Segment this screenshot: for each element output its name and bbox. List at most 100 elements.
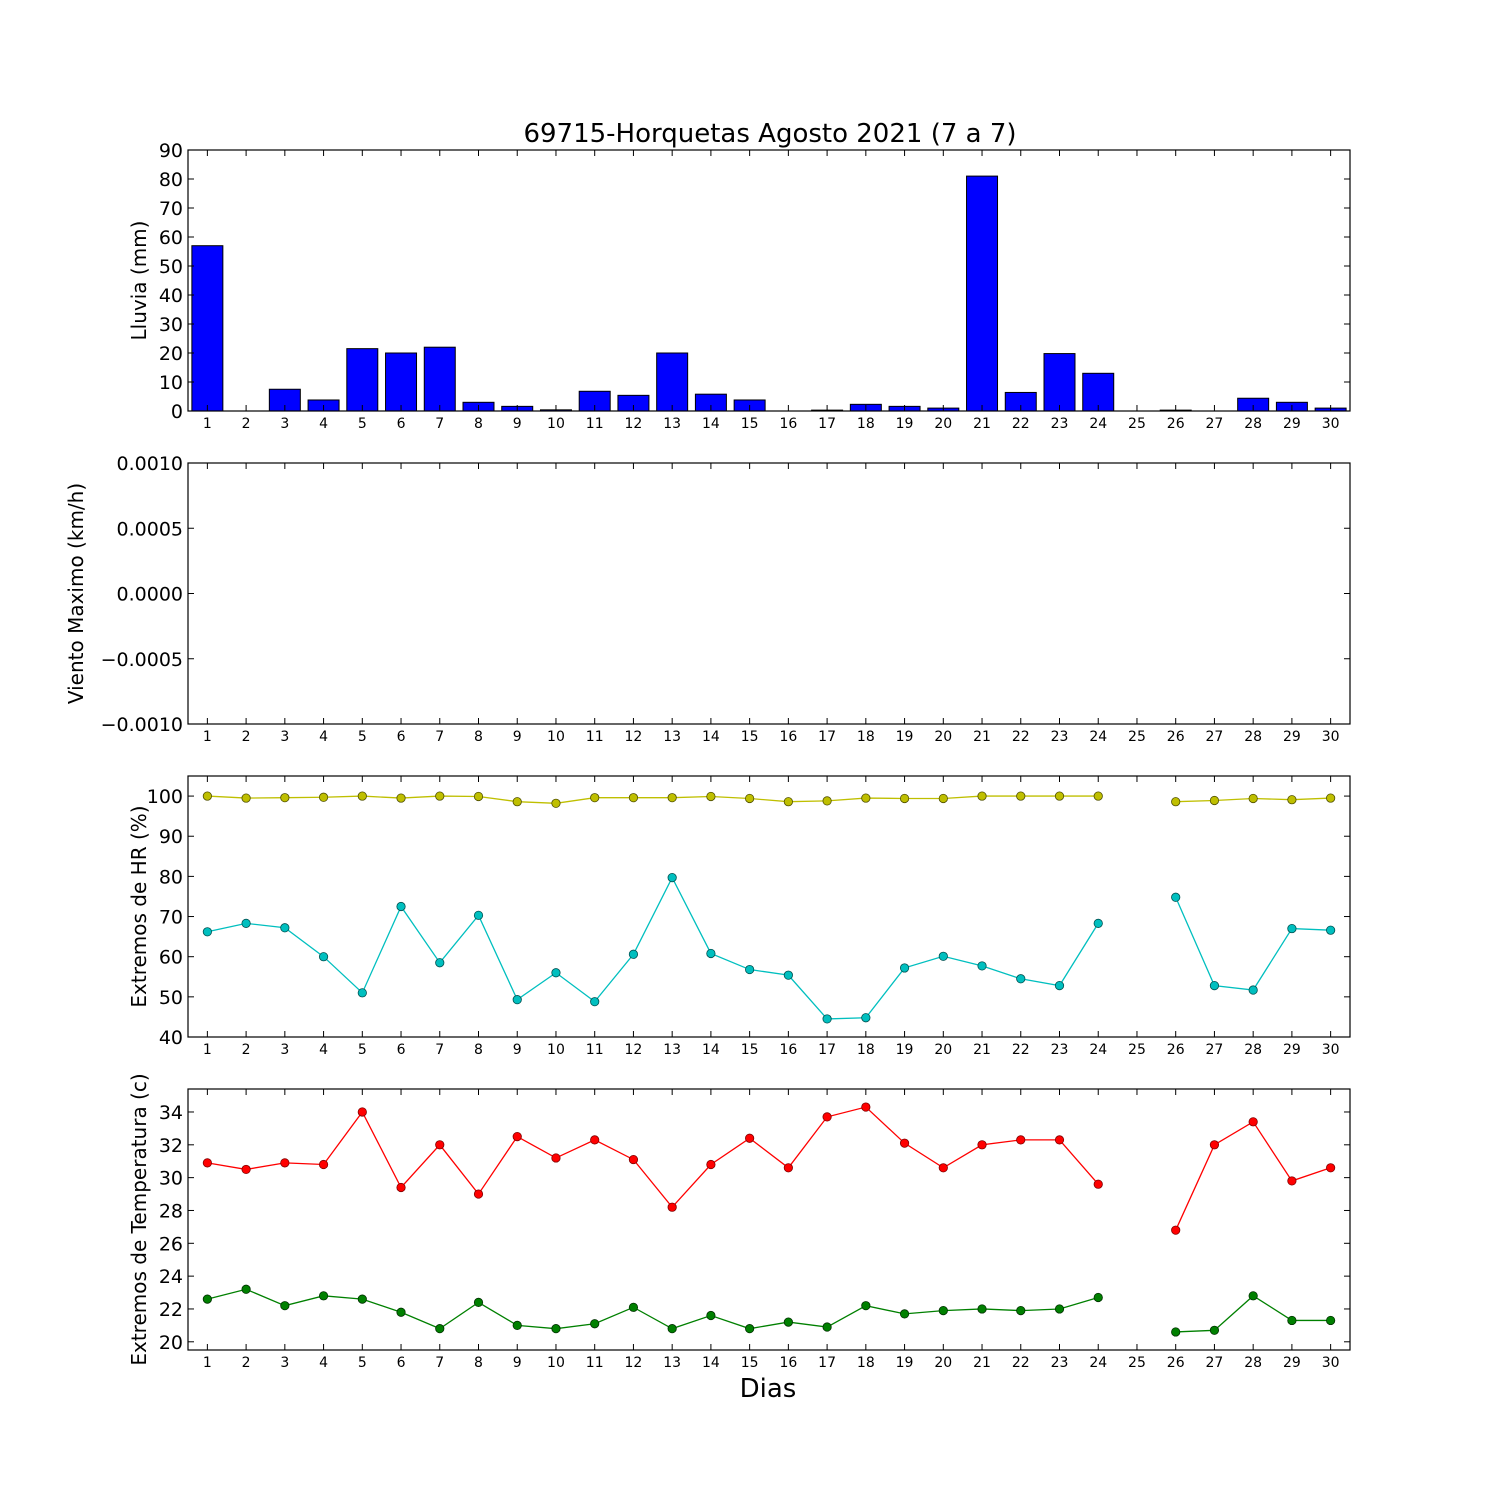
series-2-point-day-18 bbox=[861, 1013, 871, 1023]
series-1-point-day-23 bbox=[1054, 791, 1065, 801]
x-tick-label-30: 30 bbox=[1322, 416, 1340, 432]
series-1-point-day-9 bbox=[512, 1132, 522, 1142]
x-tick-label-18: 18 bbox=[857, 1355, 875, 1371]
x-tick-label-19: 19 bbox=[896, 416, 914, 432]
series-2-point-day-16 bbox=[783, 1317, 793, 1327]
x-tick-label-27: 27 bbox=[1206, 1042, 1224, 1058]
series-1-point-day-22 bbox=[1016, 1135, 1026, 1145]
x-tick-label-3: 3 bbox=[280, 1355, 289, 1371]
series-1-point-day-23 bbox=[1054, 1135, 1065, 1145]
series-2-point-day-19 bbox=[899, 963, 910, 973]
x-tick-label-6: 6 bbox=[397, 416, 406, 432]
y-tick-label-26: 26 bbox=[159, 1233, 183, 1255]
bar-day-1 bbox=[191, 245, 224, 412]
x-tick-label-29: 29 bbox=[1283, 1042, 1301, 1058]
series-1-point-day-10 bbox=[551, 1153, 561, 1163]
x-tick-label-18: 18 bbox=[857, 416, 875, 432]
x-tick-label-2: 2 bbox=[242, 1355, 251, 1371]
y-tick-label-28: 28 bbox=[159, 1200, 183, 1222]
series-2-point-day-10 bbox=[551, 968, 561, 978]
x-tick-label-1: 1 bbox=[203, 1042, 212, 1058]
series-1-point-day-22 bbox=[1016, 791, 1026, 801]
chart-title: 69715-Horquetas Agosto 2021 (7 a 7) bbox=[523, 119, 1016, 149]
series-2-point-day-29 bbox=[1287, 1315, 1297, 1326]
x-tick-label-5: 5 bbox=[358, 416, 367, 432]
series-1-point-day-20 bbox=[938, 1163, 948, 1173]
y-tick-label-0.0010: 0.0010 bbox=[117, 453, 183, 475]
x-tick-label-7: 7 bbox=[435, 1355, 444, 1371]
series-1-point-day-7 bbox=[435, 1140, 445, 1150]
series-1-point-day-28 bbox=[1248, 1117, 1258, 1127]
series-1-point-day-6 bbox=[396, 1182, 406, 1193]
series-2-point-day-21 bbox=[977, 961, 987, 971]
x-tick-label-15: 15 bbox=[741, 1042, 759, 1058]
series-1-point-day-2 bbox=[241, 793, 251, 803]
series-2-point-day-4 bbox=[318, 952, 329, 962]
series-2-point-day-3 bbox=[280, 1301, 290, 1311]
series-1-point-day-30 bbox=[1326, 1163, 1336, 1173]
series-1-point-day-14 bbox=[706, 791, 716, 802]
x-tick-label-9: 9 bbox=[513, 416, 522, 432]
y-tick-label-10: 10 bbox=[159, 372, 183, 394]
x-tick-label-10: 10 bbox=[547, 416, 565, 432]
x-tick-label-25: 25 bbox=[1128, 729, 1146, 745]
x-tick-label-20: 20 bbox=[934, 729, 952, 745]
series-1-point-day-8 bbox=[473, 1189, 484, 1199]
series-1-point-day-5 bbox=[357, 791, 367, 801]
x-tick-label-7: 7 bbox=[435, 416, 444, 432]
x-tick-label-8: 8 bbox=[474, 1355, 483, 1371]
x-tick-label-13: 13 bbox=[663, 416, 681, 432]
x-tick-label-15: 15 bbox=[741, 416, 759, 432]
series-1-point-day-12 bbox=[628, 793, 639, 803]
series-2-point-day-23 bbox=[1054, 981, 1065, 991]
series-1-point-day-18 bbox=[861, 793, 871, 803]
series-1-point-day-5 bbox=[357, 1107, 367, 1117]
series-2-point-day-24 bbox=[1093, 1292, 1103, 1303]
series-2-point-day-9 bbox=[512, 995, 522, 1005]
series-1-point-day-28 bbox=[1248, 793, 1258, 804]
y-tick-label-22: 22 bbox=[159, 1299, 183, 1321]
y-tick-label-−0.0010: −0.0010 bbox=[101, 714, 183, 736]
x-tick-label-4: 4 bbox=[319, 729, 328, 745]
y-tick-label-0.0005: 0.0005 bbox=[117, 518, 183, 540]
x-tick-label-25: 25 bbox=[1128, 1042, 1146, 1058]
series-1-point-day-12 bbox=[628, 1154, 639, 1165]
x-tick-label-30: 30 bbox=[1322, 1355, 1340, 1371]
series-1-point-day-29 bbox=[1287, 1176, 1297, 1186]
x-tick-label-14: 14 bbox=[702, 729, 720, 745]
series-2-point-day-14 bbox=[706, 948, 716, 959]
x-tick-label-12: 12 bbox=[625, 1355, 643, 1371]
series-1-point-day-16 bbox=[783, 1163, 793, 1173]
x-tick-label-3: 3 bbox=[280, 1042, 289, 1058]
series-1-point-day-14 bbox=[706, 1159, 716, 1170]
series-1-point-day-9 bbox=[512, 797, 522, 807]
series-2-point-day-19 bbox=[899, 1309, 910, 1319]
x-tick-label-12: 12 bbox=[625, 1042, 643, 1058]
series-1-point-day-11 bbox=[590, 793, 600, 803]
y-tick-label-20: 20 bbox=[159, 1332, 183, 1354]
x-tick-label-19: 19 bbox=[896, 1355, 914, 1371]
x-tick-label-10: 10 bbox=[547, 729, 565, 745]
series-2-point-day-18 bbox=[861, 1301, 871, 1311]
series-1-point-day-21 bbox=[977, 1140, 987, 1150]
x-tick-label-18: 18 bbox=[857, 729, 875, 745]
x-tick-label-11: 11 bbox=[586, 1042, 604, 1058]
x-tick-label-21: 21 bbox=[973, 416, 991, 432]
series-2-point-day-23 bbox=[1054, 1304, 1065, 1314]
x-tick-label-10: 10 bbox=[547, 1355, 565, 1371]
x-tick-label-24: 24 bbox=[1089, 416, 1107, 432]
series-2-point-day-7 bbox=[435, 958, 445, 968]
bar-day-13 bbox=[656, 352, 689, 412]
x-tick-label-12: 12 bbox=[625, 729, 643, 745]
series-2-point-day-30 bbox=[1326, 1315, 1336, 1326]
x-tick-label-14: 14 bbox=[702, 1042, 720, 1058]
x-tick-label-20: 20 bbox=[934, 1042, 952, 1058]
series-1-point-day-18 bbox=[861, 1102, 871, 1112]
series-2-point-day-28 bbox=[1248, 1291, 1258, 1301]
plot-frame bbox=[187, 775, 1351, 1038]
series-2-point-day-1 bbox=[202, 927, 212, 937]
x-tick-label-26: 26 bbox=[1167, 729, 1185, 745]
y-tick-label-50: 50 bbox=[159, 987, 183, 1009]
